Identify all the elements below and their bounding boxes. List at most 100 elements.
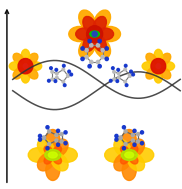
Circle shape: [51, 70, 54, 73]
Ellipse shape: [130, 155, 138, 164]
Circle shape: [64, 131, 67, 134]
Ellipse shape: [130, 146, 138, 155]
Circle shape: [62, 64, 65, 67]
Circle shape: [88, 39, 91, 43]
Circle shape: [130, 70, 132, 73]
Ellipse shape: [134, 148, 154, 162]
Circle shape: [113, 70, 115, 73]
Circle shape: [57, 129, 60, 132]
Circle shape: [116, 80, 119, 82]
Ellipse shape: [94, 10, 110, 30]
Circle shape: [68, 70, 70, 73]
Circle shape: [85, 55, 88, 59]
Circle shape: [62, 68, 65, 71]
Circle shape: [48, 130, 51, 133]
Ellipse shape: [154, 70, 163, 83]
Circle shape: [124, 68, 126, 71]
Circle shape: [81, 57, 84, 61]
Circle shape: [124, 143, 127, 146]
Ellipse shape: [162, 62, 175, 71]
Circle shape: [117, 76, 120, 79]
Ellipse shape: [53, 146, 62, 155]
Circle shape: [101, 55, 104, 59]
Circle shape: [119, 136, 122, 139]
Ellipse shape: [120, 146, 129, 155]
Ellipse shape: [83, 35, 96, 52]
Ellipse shape: [37, 139, 55, 157]
Ellipse shape: [69, 26, 90, 42]
Circle shape: [128, 75, 131, 77]
Circle shape: [67, 75, 69, 77]
Ellipse shape: [122, 160, 136, 180]
Ellipse shape: [94, 38, 110, 58]
Circle shape: [141, 131, 144, 134]
Circle shape: [122, 147, 125, 150]
Circle shape: [56, 76, 58, 79]
Circle shape: [113, 78, 115, 81]
Ellipse shape: [121, 149, 137, 160]
Ellipse shape: [160, 53, 171, 65]
Circle shape: [62, 80, 65, 83]
Circle shape: [125, 84, 128, 87]
Ellipse shape: [13, 68, 24, 79]
Circle shape: [51, 78, 54, 81]
Circle shape: [54, 80, 57, 82]
Circle shape: [96, 44, 100, 47]
Circle shape: [48, 143, 51, 146]
Circle shape: [115, 134, 118, 138]
Circle shape: [60, 140, 63, 143]
Circle shape: [136, 140, 140, 143]
Ellipse shape: [154, 49, 163, 63]
Circle shape: [88, 65, 91, 68]
Ellipse shape: [27, 68, 38, 79]
Circle shape: [87, 26, 103, 42]
Circle shape: [46, 147, 49, 150]
Circle shape: [141, 142, 144, 145]
Circle shape: [124, 64, 127, 67]
Circle shape: [55, 139, 58, 142]
Circle shape: [85, 49, 88, 52]
Ellipse shape: [93, 16, 106, 33]
Circle shape: [105, 47, 108, 50]
Circle shape: [124, 130, 127, 133]
Circle shape: [131, 139, 134, 142]
Circle shape: [101, 49, 104, 52]
Circle shape: [42, 136, 46, 139]
Circle shape: [124, 80, 126, 83]
Ellipse shape: [142, 62, 155, 71]
Circle shape: [42, 136, 46, 139]
Circle shape: [67, 74, 69, 77]
Ellipse shape: [96, 28, 114, 40]
Ellipse shape: [21, 70, 30, 83]
Ellipse shape: [105, 148, 124, 162]
Circle shape: [81, 47, 84, 50]
Ellipse shape: [29, 62, 42, 71]
Ellipse shape: [127, 153, 145, 171]
Circle shape: [98, 39, 101, 43]
Ellipse shape: [48, 152, 57, 158]
Circle shape: [55, 68, 58, 71]
Circle shape: [132, 73, 134, 76]
Ellipse shape: [28, 148, 48, 162]
Circle shape: [38, 134, 41, 138]
Circle shape: [133, 143, 136, 146]
Ellipse shape: [79, 38, 95, 58]
Circle shape: [117, 68, 120, 71]
Ellipse shape: [114, 153, 131, 171]
Circle shape: [122, 126, 125, 129]
Ellipse shape: [125, 152, 134, 158]
Ellipse shape: [90, 31, 99, 37]
Ellipse shape: [21, 49, 30, 63]
Circle shape: [98, 65, 101, 68]
Circle shape: [90, 60, 93, 64]
Ellipse shape: [9, 62, 22, 71]
Ellipse shape: [93, 35, 106, 52]
Ellipse shape: [37, 153, 55, 171]
Circle shape: [109, 79, 112, 82]
Circle shape: [64, 142, 67, 145]
Ellipse shape: [146, 68, 157, 79]
Ellipse shape: [120, 155, 129, 164]
Ellipse shape: [46, 129, 60, 150]
Circle shape: [133, 129, 136, 132]
Ellipse shape: [122, 129, 136, 150]
